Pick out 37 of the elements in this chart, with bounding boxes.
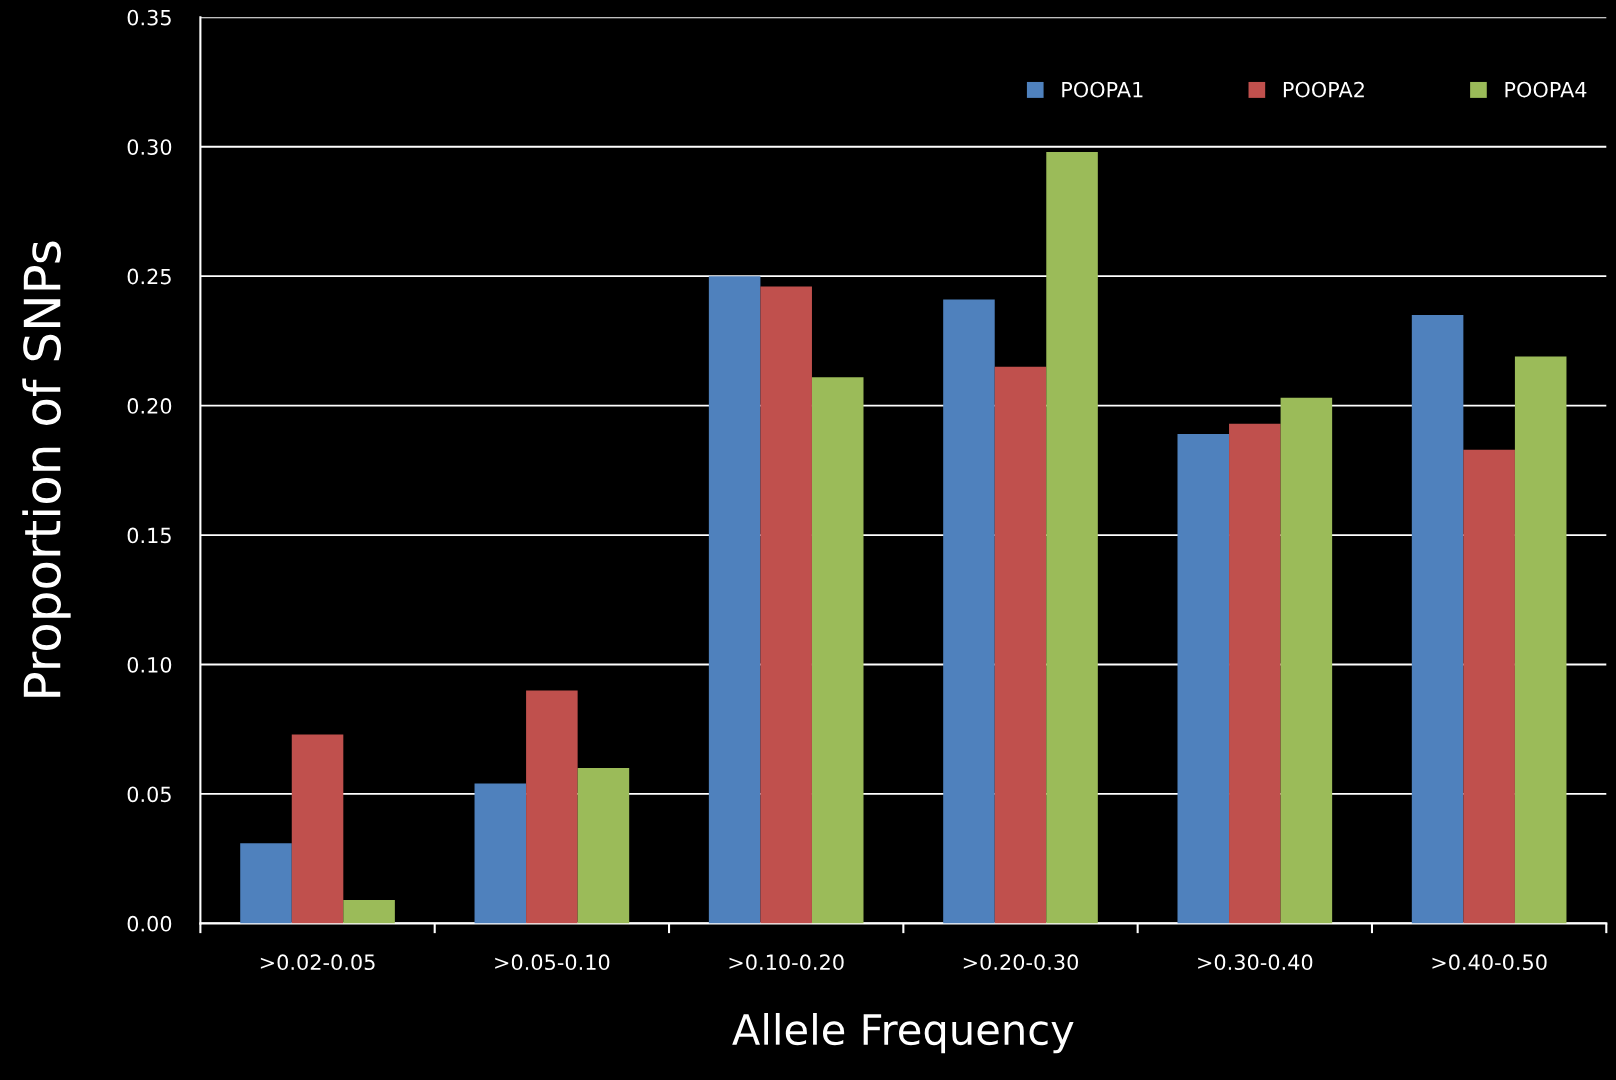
y-axis-title: Proportion of SNPs bbox=[22, 241, 71, 697]
x-tick-label: >0.10-0.20 bbox=[729, 954, 844, 971]
bar bbox=[708, 276, 761, 924]
bar bbox=[240, 843, 292, 924]
x-tick-label: >0.05-0.10 bbox=[495, 954, 610, 971]
x-axis-title: Allele Frequency bbox=[732, 1013, 1074, 1054]
bar bbox=[1229, 423, 1281, 924]
bar bbox=[994, 366, 1047, 924]
y-tick-label: 0.20 bbox=[127, 398, 172, 414]
y-tick-label: 0.25 bbox=[127, 268, 171, 285]
x-tick-label: >0.30-0.40 bbox=[1198, 954, 1313, 971]
bar bbox=[1514, 356, 1567, 924]
y-tick-label: 0.35 bbox=[127, 9, 171, 26]
bar bbox=[1463, 449, 1515, 924]
y-tick-label: 0.05 bbox=[127, 786, 171, 803]
bar bbox=[760, 286, 812, 924]
legend-label: POOPA4 bbox=[1505, 81, 1587, 98]
bar bbox=[1046, 151, 1098, 924]
x-tick-label: >0.20-0.30 bbox=[963, 954, 1078, 971]
bar bbox=[1280, 397, 1333, 924]
bar bbox=[943, 299, 995, 924]
bar bbox=[291, 734, 344, 924]
y-tick-label: 0.10 bbox=[127, 656, 172, 673]
bar bbox=[474, 783, 527, 924]
y-tick-label: 0.30 bbox=[127, 139, 172, 155]
bar bbox=[577, 768, 630, 924]
bar bbox=[343, 900, 395, 924]
bar bbox=[811, 377, 864, 924]
y-tick-label: 0.00 bbox=[127, 915, 172, 932]
x-tick-label: >0.02-0.05 bbox=[260, 954, 375, 971]
legend-label: POOPA1 bbox=[1062, 81, 1143, 98]
bar bbox=[1177, 434, 1230, 924]
bar bbox=[526, 690, 578, 924]
y-tick-label: 0.15 bbox=[127, 527, 171, 544]
bar bbox=[1411, 315, 1464, 924]
legend-label: POOPA2 bbox=[1283, 81, 1364, 98]
x-tick-label: >0.40-0.50 bbox=[1432, 954, 1547, 971]
